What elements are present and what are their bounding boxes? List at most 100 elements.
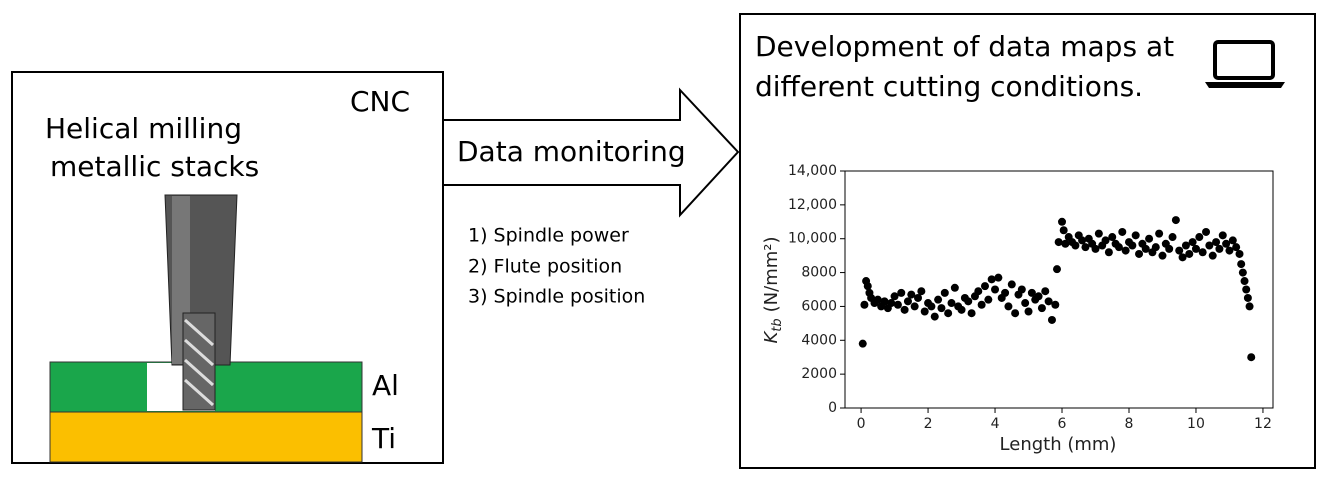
- cnc-title: metallic stacks: [50, 150, 259, 183]
- point: [1237, 260, 1246, 269]
- x-axis-label: Length (mm): [1000, 434, 1117, 455]
- point: [1212, 238, 1221, 247]
- point: [1145, 234, 1154, 243]
- point: [1247, 353, 1256, 362]
- point: [1228, 236, 1237, 245]
- point: [880, 297, 889, 306]
- point: [1017, 285, 1026, 294]
- x-tick-label: 6: [1058, 416, 1067, 432]
- y-tick-label: 2000: [801, 366, 837, 382]
- point: [1131, 231, 1140, 240]
- point: [930, 312, 939, 321]
- x-tick-label: 2: [924, 416, 933, 432]
- point: [858, 339, 867, 348]
- point: [1205, 241, 1214, 250]
- point: [977, 300, 986, 309]
- point: [1027, 288, 1036, 297]
- point: [1054, 238, 1063, 247]
- point: [1024, 307, 1033, 316]
- point: [1051, 300, 1060, 309]
- point: [1168, 233, 1177, 242]
- point: [974, 287, 983, 296]
- x-tick-label: 10: [1187, 416, 1205, 432]
- y-tick-label: 12,000: [788, 197, 837, 213]
- y-label-symbol: K: [761, 331, 782, 344]
- point: [1171, 216, 1180, 225]
- point: [984, 295, 993, 304]
- y-tick-label: 8000: [801, 265, 837, 281]
- point: [1118, 227, 1127, 236]
- x-tick-label: 8: [1125, 416, 1134, 432]
- point: [1225, 246, 1234, 255]
- layer-label: Ti: [371, 422, 396, 455]
- result-title: Development of data maps at: [755, 30, 1174, 63]
- point: [1114, 243, 1123, 252]
- cnc-title: Helical milling: [45, 112, 242, 145]
- point: [937, 304, 946, 313]
- point: [873, 295, 882, 304]
- point: [907, 290, 916, 299]
- ti-layer: [49, 411, 363, 463]
- point: [887, 299, 896, 308]
- laptop-icon: [1205, 40, 1285, 88]
- arrow: [442, 87, 740, 218]
- point: [1058, 217, 1067, 226]
- point: [964, 297, 973, 306]
- point: [927, 302, 936, 311]
- layer-label: Al: [372, 369, 399, 402]
- point: [897, 288, 906, 297]
- point: [893, 300, 902, 309]
- point: [1071, 241, 1080, 250]
- point: [1151, 243, 1160, 252]
- list-item: 3) Spindle position: [468, 286, 645, 308]
- y-axis-label: Ktb (N/mm²): [761, 236, 785, 343]
- flute-lines: [184, 318, 214, 407]
- list-item: 2) Flute position: [468, 256, 622, 278]
- point: [957, 305, 966, 314]
- point: [1245, 302, 1254, 311]
- point: [1238, 268, 1247, 277]
- point: [914, 293, 923, 302]
- point: [1034, 292, 1043, 301]
- point: [1188, 238, 1197, 247]
- point: [1044, 297, 1053, 306]
- point: [934, 295, 943, 304]
- point: [910, 302, 919, 311]
- point: [1091, 244, 1100, 253]
- point: [1041, 287, 1050, 296]
- point: [1155, 229, 1164, 238]
- point: [1165, 244, 1174, 253]
- point: [900, 305, 909, 314]
- point: [1178, 253, 1187, 262]
- plot-frame: [844, 170, 1274, 409]
- point: [920, 307, 929, 316]
- point: [1021, 299, 1030, 308]
- point: [950, 283, 959, 292]
- y-tick-label: 0: [828, 400, 837, 416]
- point: [1243, 293, 1252, 302]
- point: [1078, 236, 1087, 245]
- point: [944, 309, 953, 318]
- point: [1175, 246, 1184, 255]
- point: [1158, 251, 1167, 260]
- point: [917, 287, 926, 296]
- point: [1242, 285, 1251, 294]
- list-item: 1) Spindle power: [468, 225, 629, 247]
- y-tick-label: 4000: [801, 332, 837, 348]
- point: [1240, 277, 1249, 286]
- point: [903, 297, 912, 306]
- point: [987, 275, 996, 284]
- point: [1061, 239, 1070, 248]
- point: [1011, 309, 1020, 318]
- point: [1185, 249, 1194, 258]
- x-tick-label: 0: [857, 416, 866, 432]
- point: [1218, 231, 1227, 240]
- point: [860, 300, 869, 309]
- point: [1104, 248, 1113, 257]
- y-tick-label: 14,000: [788, 163, 837, 179]
- point: [1037, 304, 1046, 313]
- point: [1232, 243, 1241, 252]
- point: [890, 292, 899, 301]
- x-tick-label: 4: [991, 416, 1000, 432]
